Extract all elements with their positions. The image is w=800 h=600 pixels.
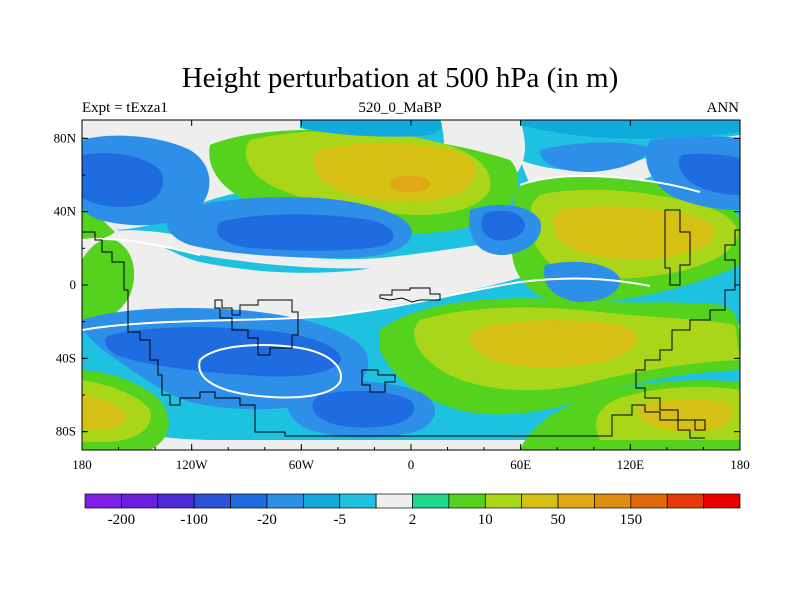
- x-tick-label: 180: [72, 457, 92, 472]
- colorbar-box: [448, 493, 486, 509]
- colorbar-box: [302, 493, 341, 509]
- colorbar-box: [339, 493, 377, 509]
- colorbar-box: [230, 493, 268, 509]
- continent-south-america-like: [214, 299, 299, 356]
- colorbar-label: 10: [478, 512, 493, 528]
- zero-contours: [82, 175, 701, 399]
- colorbar-label: -100: [180, 512, 208, 528]
- continent-outlines: [82, 209, 740, 439]
- colorbar-box: [630, 493, 668, 509]
- negative-deep-blue-cores: [82, 153, 740, 428]
- colorbar-box: [157, 493, 195, 509]
- colorbar-label: -200: [108, 512, 136, 528]
- colorbar-box: [484, 493, 523, 509]
- colorbar-box: [375, 493, 413, 509]
- y-tick-label: 40N: [54, 204, 77, 219]
- y-tick-label: 80S: [56, 424, 76, 439]
- continent-east-main: [635, 229, 740, 431]
- y-tick-label: 40S: [56, 350, 76, 365]
- x-tick-label: 120E: [617, 457, 645, 472]
- continent-east: [664, 209, 691, 286]
- colorbar-box: [412, 493, 450, 509]
- colorbar-label: 50: [551, 512, 566, 528]
- continent-southeast: [612, 404, 705, 439]
- negative-lightblue-bands: [300, 120, 740, 139]
- continent-south-island: [361, 369, 396, 393]
- x-tick-label: 120W: [176, 457, 209, 472]
- x-tick-label: 60E: [510, 457, 531, 472]
- colorbar-label: -5: [333, 512, 346, 528]
- period-label: 520_0_MaBP: [358, 100, 442, 116]
- colorbar-box: [193, 493, 231, 509]
- continent-central-island: [379, 287, 441, 303]
- colorbar-label: 150: [620, 512, 643, 528]
- x-tick-label: 180: [730, 457, 750, 472]
- colorbar-box: [84, 493, 122, 509]
- continent-west: [82, 231, 625, 437]
- colorbar: -200 -100 -20 -5 2 10 50 150: [84, 493, 741, 528]
- axes: 180 120W 60W 0 60E 120E 180 80N 40N 0 40S 80S: [54, 120, 750, 472]
- x-tick-label: 60W: [289, 457, 315, 472]
- colorbar-box: [703, 493, 741, 509]
- contour-fill: [82, 120, 740, 450]
- season-label: ANN: [706, 100, 740, 116]
- y-tick-label: 0: [70, 277, 77, 292]
- chart-title: Height perturbation at 500 hPa (in m): [181, 62, 619, 94]
- colorbar-box: [594, 493, 632, 509]
- colorbar-box: [666, 493, 704, 509]
- colorbar-box: [557, 493, 595, 509]
- colorbar-box: [521, 493, 559, 509]
- colorbar-label: -20: [257, 512, 277, 528]
- positive-yellow-cores: [82, 143, 733, 432]
- colorbar-box: [266, 493, 304, 509]
- y-tick-label: 80N: [54, 130, 77, 145]
- colorbar-label: 2: [409, 512, 417, 528]
- experiment-label: Expt = tExza1: [82, 100, 168, 116]
- x-tick-label: 0: [408, 457, 415, 472]
- colorbar-box: [121, 493, 159, 509]
